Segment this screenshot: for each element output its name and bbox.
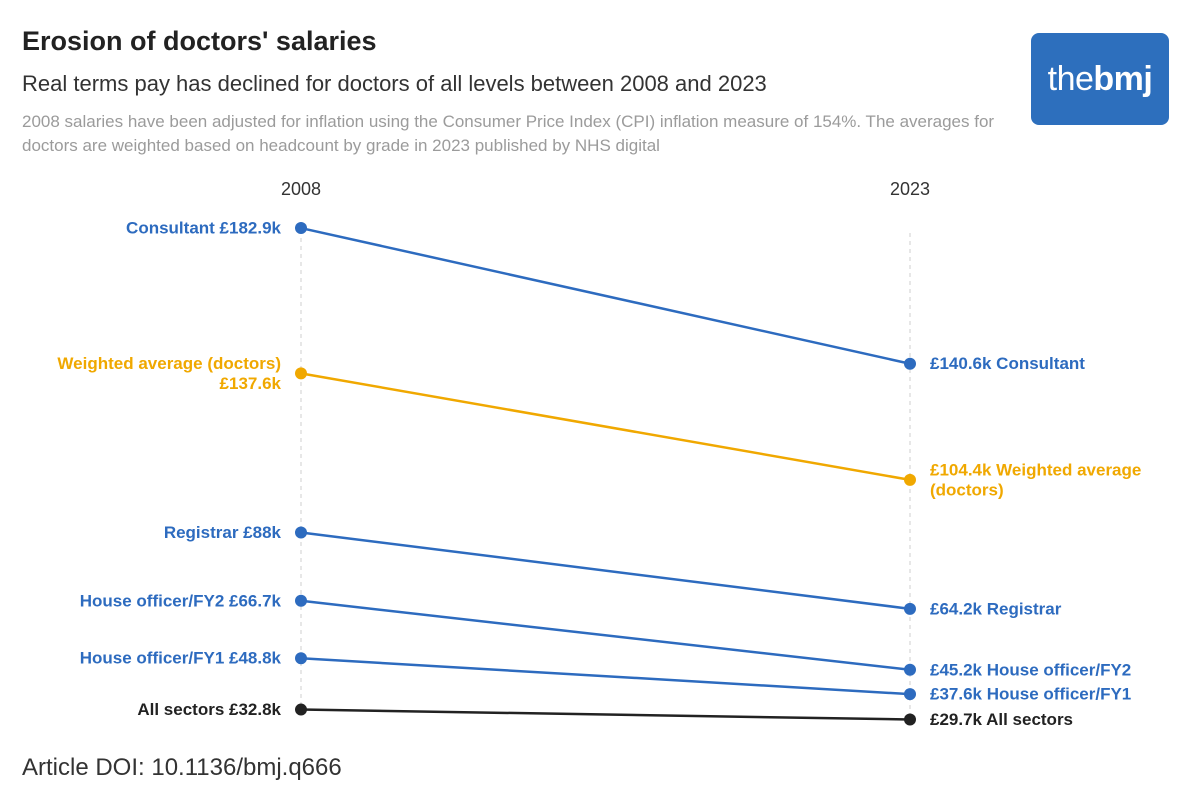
chart-subtitle: Real terms pay has declined for doctors … bbox=[22, 71, 767, 96]
slope-chart: 2008 2023 Consultant £182.9k £140.6k Consul… bbox=[57, 179, 1141, 729]
label-2023-house-officer-fy2: £45.2k House officer/FY2 bbox=[930, 660, 1131, 679]
label-2008-registrar: Registrar £88k bbox=[164, 523, 282, 542]
series-line-house-officer-fy1 bbox=[300, 656, 911, 696]
label-2023-weighted-average-doctors: £104.4k Weighted average bbox=[930, 460, 1141, 479]
point-2008-weighted-average-doctors bbox=[295, 367, 307, 380]
point-2023-weighted-average-doctors bbox=[904, 473, 916, 486]
label-2008-consultant: Consultant £182.9k bbox=[126, 219, 281, 238]
x-axis-label-2023: 2023 bbox=[890, 179, 930, 199]
point-2023-all-sectors bbox=[904, 713, 916, 726]
article-doi: Article DOI: 10.1136/bmj.q666 bbox=[22, 754, 342, 781]
label-2023-house-officer-fy1: £37.6k House officer/FY1 bbox=[930, 685, 1131, 704]
point-2008-house-officer-fy1 bbox=[295, 652, 307, 665]
series-line-house-officer-fy2 bbox=[300, 599, 911, 672]
series-line-weighted-average-doctors bbox=[300, 372, 911, 482]
point-2008-consultant bbox=[295, 222, 307, 235]
point-2023-registrar bbox=[904, 602, 916, 615]
series-line-all-sectors bbox=[300, 708, 911, 721]
series-line-consultant bbox=[300, 226, 911, 365]
label-2008-all-sectors: All sectors £32.8k bbox=[137, 700, 281, 719]
label-2023-weighted-average-doctors: (doctors) bbox=[930, 480, 1004, 499]
point-2008-registrar bbox=[295, 526, 307, 539]
logo-text-the: the bbox=[1047, 59, 1094, 98]
label-2008-weighted-average-doctors: £137.6k bbox=[220, 374, 282, 393]
label-2008-house-officer-fy2: House officer/FY2 £66.7k bbox=[80, 591, 282, 610]
label-2023-consultant: £140.6k Consultant bbox=[930, 354, 1085, 373]
point-2008-all-sectors bbox=[295, 703, 307, 716]
chart-note: 2008 salaries have been adjusted for inf… bbox=[22, 112, 995, 155]
logo-text-bmj: bmj bbox=[1093, 59, 1153, 98]
label-2008-weighted-average-doctors: Weighted average (doctors) bbox=[57, 354, 281, 373]
point-2008-house-officer-fy2 bbox=[295, 594, 307, 607]
point-2023-house-officer-fy1 bbox=[904, 688, 916, 701]
label-2008-house-officer-fy1: House officer/FY1 £48.8k bbox=[80, 649, 282, 668]
label-2023-all-sectors: £29.7k All sectors bbox=[930, 710, 1073, 729]
series-line-registrar bbox=[300, 531, 911, 611]
bmj-logo: the bmj bbox=[1031, 33, 1169, 125]
chart-title: Erosion of doctors' salaries bbox=[22, 26, 377, 56]
label-2023-registrar: £64.2k Registrar bbox=[930, 599, 1062, 618]
point-2023-consultant bbox=[904, 357, 916, 370]
x-axis-label-2008: 2008 bbox=[281, 179, 321, 199]
point-2023-house-officer-fy2 bbox=[904, 663, 916, 676]
